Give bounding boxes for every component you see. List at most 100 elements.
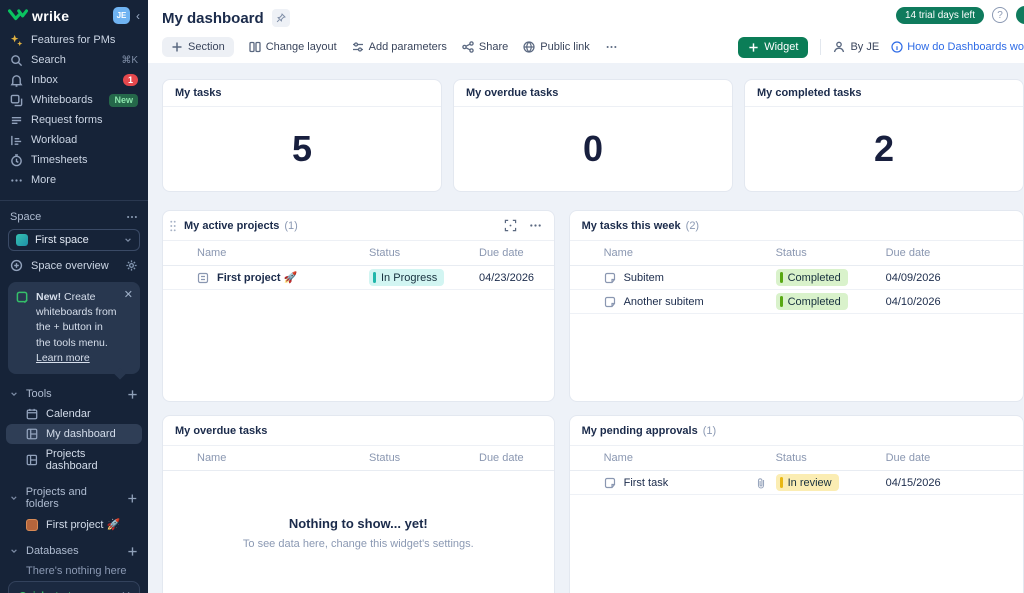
widget-count: (2) (685, 219, 700, 232)
main-area: My dashboard 14 trial days left ? Sectio… (148, 0, 1024, 593)
sidebar-item-timesheets[interactable]: Timesheets (0, 150, 148, 170)
chevron-down-icon (10, 390, 18, 398)
row-name: Subitem (623, 271, 664, 284)
button-label: By JE (850, 41, 880, 53)
dashboards-help-link[interactable]: How do Dashboards wo (891, 41, 1024, 53)
section-label: Databases (26, 545, 79, 558)
sidebar-item-search[interactable]: Search ⌘K (0, 50, 148, 70)
sidebar-item-label: Whiteboards (31, 94, 93, 106)
add-project-icon[interactable] (127, 493, 138, 504)
sidebar-item-features[interactable]: Features for PMs (0, 30, 148, 50)
table-row[interactable]: First task In review 04/15/2026 (569, 471, 1023, 495)
more-options-button[interactable] (605, 41, 618, 53)
expand-icon[interactable] (504, 219, 517, 232)
status-badge[interactable]: Completed (775, 269, 848, 286)
table-row[interactable]: Another subitem Completed 04/10/2026 (569, 290, 1023, 314)
sidebar-item-label: Request forms (31, 114, 103, 126)
trial-days-badge[interactable]: 14 trial days left (895, 6, 984, 24)
wrike-logo[interactable]: wrike (8, 8, 69, 24)
widget-my-completed-tasks[interactable]: My completed tasks 2 (744, 79, 1024, 192)
kpi-value: 2 (873, 128, 895, 169)
help-icon[interactable]: ? (992, 7, 1008, 23)
inbox-count-badge: 1 (122, 74, 138, 86)
sidebar-item-first-project[interactable]: First project 🚀 (0, 514, 148, 535)
banner-text: Create whiteboards from the + button in … (36, 291, 117, 349)
close-icon[interactable]: ✕ (123, 289, 133, 301)
info-icon (891, 41, 903, 53)
databases-empty-text: There's nothing here (26, 565, 127, 578)
space-section-header: Space (0, 207, 148, 227)
space-icon (16, 234, 28, 246)
link-label: How do Dashboards wo (907, 41, 1024, 53)
sidebar-item-request-forms[interactable]: Request forms (0, 110, 148, 130)
space-menu-icon[interactable] (126, 211, 138, 223)
section-label: Projects and folders (25, 486, 87, 511)
button-label: Section (188, 41, 225, 53)
sidebar-item-label: Space overview (31, 259, 109, 272)
table-header: Name Status Due date (569, 446, 1023, 471)
sidebar-item-whiteboards[interactable]: Whiteboards New (0, 90, 148, 110)
sidebar-item-my-dashboard[interactable]: My dashboard (6, 424, 142, 445)
sidebar-item-calendar[interactable]: Calendar (0, 404, 148, 424)
column-due-date: Due date (479, 452, 524, 464)
sidebar-item-space-overview[interactable]: Space overview (0, 255, 148, 276)
table-row[interactable]: First project 🚀 In Progress 04/23/2026 (163, 266, 554, 290)
button-label: Public link (540, 41, 590, 53)
partial-avatar[interactable] (1016, 6, 1024, 24)
status-label: Completed (787, 271, 841, 284)
widget-my-tasks[interactable]: My tasks 5 (162, 79, 442, 192)
sidebar-header: wrike JE ‹ (0, 0, 148, 30)
widget-my-overdue-tasks: My overdue tasks Name Status Due date No… (162, 415, 555, 593)
quick-start-title: Quick start (19, 591, 129, 593)
projects-section-header[interactable]: Projects and folders (0, 482, 148, 514)
add-tool-icon[interactable] (127, 389, 138, 400)
filter-by-owner-button[interactable]: By JE (833, 41, 879, 53)
status-badge[interactable]: Completed (775, 293, 848, 310)
sidebar-item-workload[interactable]: Workload (0, 130, 148, 150)
tools-section-header[interactable]: Tools (0, 384, 148, 404)
add-widget-button[interactable]: Widget (738, 36, 809, 58)
row-due-date: 04/09/2026 (885, 271, 941, 284)
pin-icon[interactable] (271, 9, 290, 27)
gear-icon[interactable] (125, 259, 138, 272)
sliders-icon (352, 41, 364, 53)
status-badge[interactable]: In Progress (369, 269, 445, 286)
button-label: Change layout (265, 41, 337, 53)
add-section-button[interactable]: Section (162, 37, 234, 57)
globe-icon (523, 41, 535, 53)
databases-section-header[interactable]: Databases (0, 541, 148, 561)
add-database-icon[interactable] (127, 546, 138, 557)
drag-handle-icon[interactable] (169, 220, 177, 232)
bell-icon (10, 74, 23, 87)
sidebar-item-more[interactable]: More (0, 170, 148, 190)
sidebar-item-inbox[interactable]: Inbox 1 (0, 70, 148, 90)
project-list-icon (197, 272, 209, 284)
close-icon[interactable]: ✕ (121, 589, 131, 593)
status-badge[interactable]: In review (775, 474, 839, 491)
status-label: In Progress (381, 271, 438, 284)
dashboard-header: My dashboard 14 trial days left ? Sectio… (148, 0, 1024, 63)
widget-my-overdue-tasks-count[interactable]: My overdue tasks 0 (453, 79, 733, 192)
collapse-sidebar-icon[interactable]: ‹ (136, 8, 140, 23)
add-parameters-button[interactable]: Add parameters (352, 41, 447, 53)
sidebar-item-projects-dashboard[interactable]: Projects dashboard (0, 444, 148, 476)
space-selector[interactable]: First space (8, 229, 140, 251)
widget-title: My tasks this week (581, 219, 681, 232)
learn-more-link[interactable]: Learn more (36, 351, 90, 364)
space-overview-icon (10, 259, 23, 272)
sidebar-item-label: Inbox (31, 74, 58, 86)
public-link-button[interactable]: Public link (523, 41, 590, 53)
chevron-down-icon (124, 236, 132, 244)
calendar-icon (26, 408, 38, 420)
change-layout-button[interactable]: Change layout (249, 41, 337, 53)
plus-icon (171, 41, 183, 53)
user-avatar[interactable]: JE (113, 7, 130, 24)
column-due-date: Due date (479, 247, 524, 259)
kpi-row: My tasks 5 My overdue tasks 0 My complet… (162, 79, 1024, 192)
space-name: First space (35, 234, 89, 246)
share-button[interactable]: Share (462, 41, 508, 53)
table-row[interactable]: Subitem Completed 04/09/2026 (569, 266, 1023, 290)
person-icon (833, 41, 845, 53)
widget-menu-icon[interactable] (529, 219, 542, 232)
